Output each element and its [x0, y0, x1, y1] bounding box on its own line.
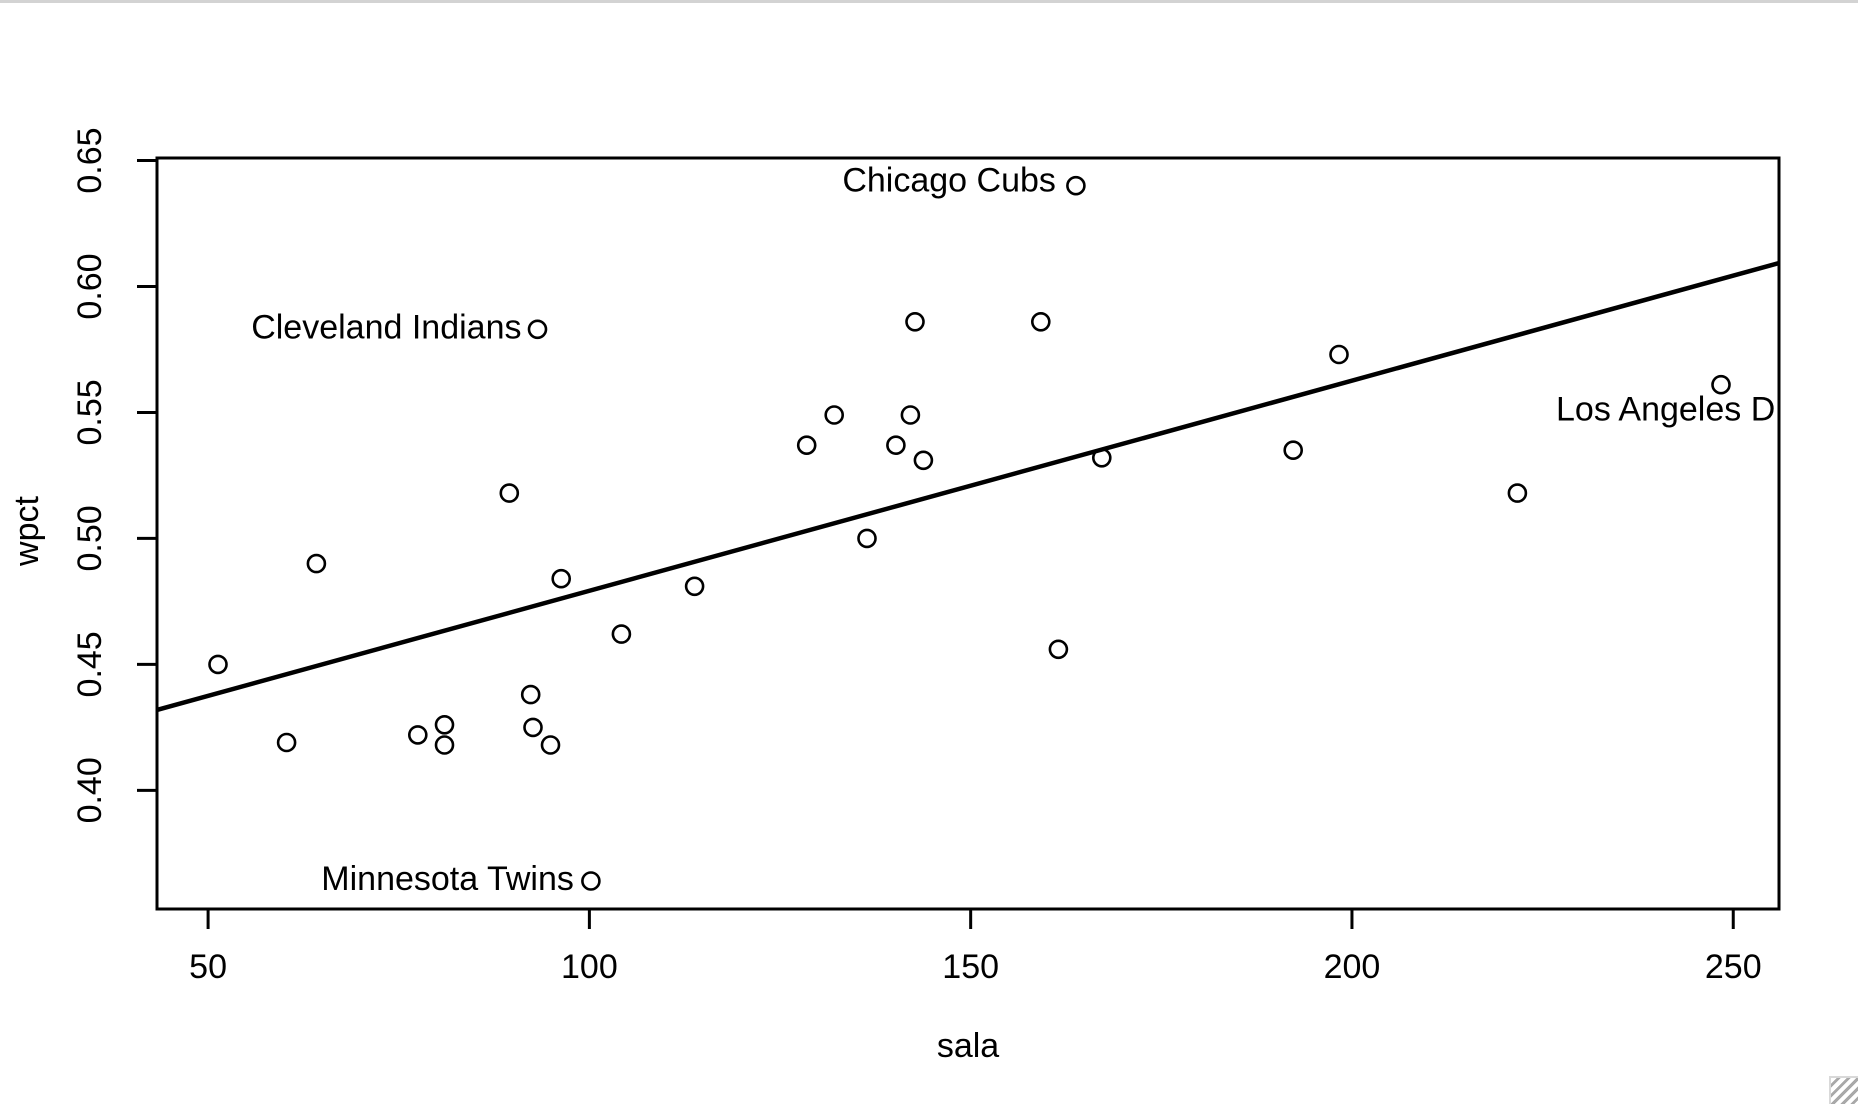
data-point [886, 435, 906, 456]
data-point [905, 311, 925, 332]
data-point [520, 684, 541, 705]
data-point [523, 717, 543, 738]
data-point [1066, 175, 1086, 196]
y-axis-tick-label: 0.45 [71, 631, 109, 697]
data-point [434, 714, 455, 735]
x-axis-title: sala [937, 1027, 999, 1065]
data-point [611, 624, 632, 644]
data-point [540, 735, 561, 755]
data-point [857, 528, 877, 549]
data-point [1711, 374, 1731, 395]
data-point [581, 871, 601, 891]
x-axis-tick-label: 150 [942, 948, 999, 986]
data-point [551, 568, 572, 589]
data-point [276, 732, 297, 753]
data-point [684, 576, 705, 597]
y-axis-tick-label: 0.50 [71, 505, 109, 571]
data-point [306, 553, 327, 574]
data-point [208, 654, 228, 675]
y-axis-title: wpct [8, 495, 46, 566]
y-axis-tick-label: 0.40 [71, 757, 109, 823]
data-point [796, 435, 817, 456]
y-axis-tick-label: 0.55 [71, 379, 109, 445]
data-point [1031, 311, 1051, 332]
data-point [900, 405, 921, 425]
data-point [1507, 483, 1528, 503]
data-point [527, 319, 548, 340]
y-axis-tick-label: 0.60 [71, 253, 109, 319]
data-point [1329, 344, 1349, 365]
y-axis-tick-label: 0.65 [71, 127, 109, 193]
plot-box [155, 156, 1781, 911]
point-label: Los Angeles D [1556, 391, 1775, 429]
x-axis-tick-label: 250 [1705, 948, 1762, 986]
data-point [434, 735, 455, 755]
data-point [407, 725, 428, 745]
window-top-border [0, 0, 1858, 3]
point-label: Minnesota Twins [321, 860, 574, 898]
point-label: Chicago Cubs [842, 162, 1056, 200]
data-point [1048, 639, 1069, 660]
point-label: Cleveland Indians [251, 308, 521, 346]
resize-grip[interactable] [1829, 1076, 1858, 1104]
data-point [824, 405, 845, 425]
x-axis-tick-label: 50 [189, 948, 227, 986]
x-axis-tick-label: 200 [1324, 948, 1381, 986]
data-point [913, 450, 934, 471]
data-point [499, 483, 520, 503]
x-axis-tick-label: 100 [561, 948, 618, 986]
data-point [1283, 440, 1303, 461]
regression-line [156, 260, 1780, 713]
